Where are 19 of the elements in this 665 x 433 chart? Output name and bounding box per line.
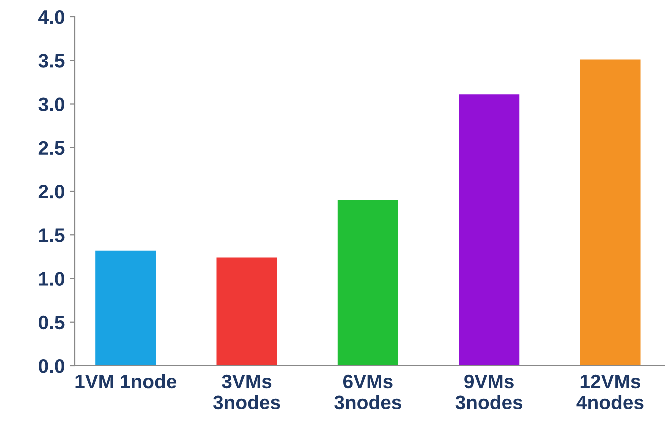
bar <box>580 60 641 366</box>
bar <box>338 200 398 366</box>
y-tick-label: 0.0 <box>39 359 64 374</box>
x-tick-label: 3VMs 3nodes <box>213 374 280 410</box>
y-tick-label: 4.0 <box>38 10 64 24</box>
x-tick-label: 9VMs 3nodes <box>456 374 523 410</box>
y-tick-label: 1.0 <box>39 272 64 286</box>
bar <box>459 94 520 366</box>
bar <box>216 258 278 366</box>
bar <box>96 250 156 366</box>
y-tick-label: 2.0 <box>38 184 64 199</box>
y-tick-label: 3.5 <box>38 54 65 68</box>
y-tick-label: 2.5 <box>38 141 65 156</box>
x-tick-label: 1VM 1node <box>76 374 177 389</box>
x-tick-label: 6VMs 3nodes <box>334 374 402 410</box>
y-tick-label: 1.5 <box>39 228 65 242</box>
y-tick-label: 3.0 <box>38 98 64 112</box>
x-tick-label: 12VMs 4nodes <box>576 374 644 410</box>
y-tick-label: 0.5 <box>39 316 65 330</box>
